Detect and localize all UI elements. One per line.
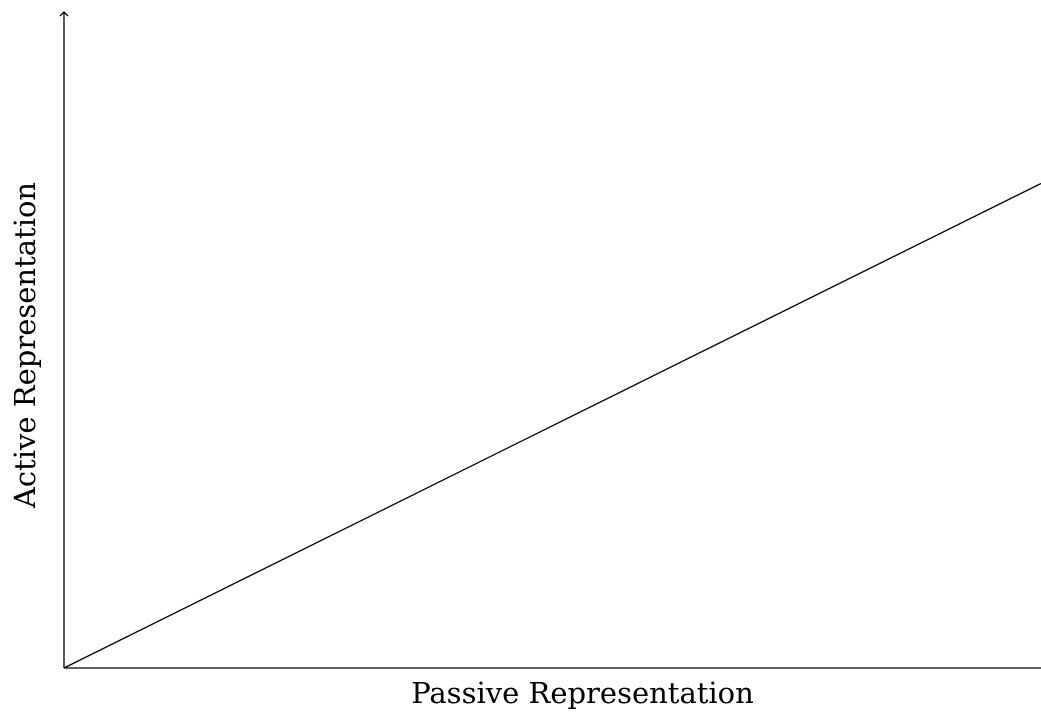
x-axis-label: Passive Representation bbox=[411, 676, 754, 710]
series-layer bbox=[63, 182, 1041, 669]
series-line-0 bbox=[63, 182, 1041, 669]
y-axis-label: Active Representation bbox=[8, 182, 42, 509]
